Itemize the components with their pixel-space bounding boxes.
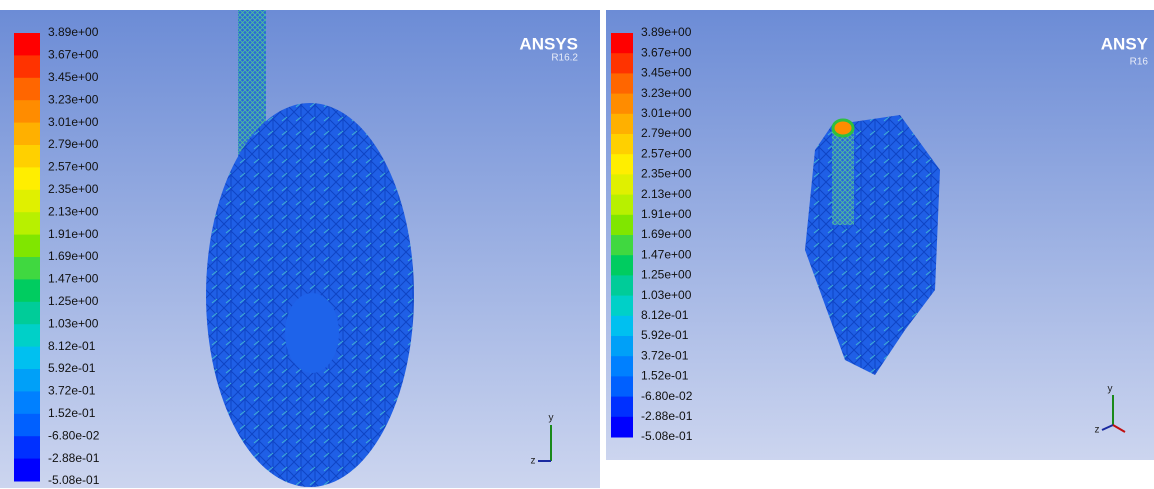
legend-label: 8.12e-01	[48, 339, 96, 353]
colorbar-band	[14, 190, 40, 213]
colorbar-band	[14, 459, 40, 482]
colorbar-band	[14, 78, 40, 101]
legend-label: 1.69e+00	[48, 249, 99, 263]
colorbar-band	[14, 212, 40, 235]
colorbar-band	[611, 296, 633, 317]
colorbar-band	[611, 275, 633, 296]
legend-label: -6.80e-02	[641, 389, 693, 403]
brand-logo: ANSY	[1101, 34, 1149, 53]
legend-label: 2.79e+00	[641, 126, 692, 140]
legend-label: 3.45e+00	[641, 66, 692, 80]
legend-label: 1.47e+00	[641, 247, 692, 261]
colorbar-band	[611, 53, 633, 74]
colorbar-band	[14, 347, 40, 370]
colorbar-band	[611, 215, 633, 236]
colorbar-band	[611, 235, 633, 256]
legend-label: 3.67e+00	[641, 45, 692, 59]
legend-label: 1.25e+00	[641, 268, 692, 282]
legend-label: 2.13e+00	[48, 204, 99, 218]
legend-label: 3.23e+00	[641, 86, 692, 100]
colorbar-band	[611, 397, 633, 418]
legend-label: 3.01e+00	[48, 115, 99, 129]
legend-label: -5.08e-01	[48, 473, 100, 487]
legend-label: 1.91e+00	[48, 227, 99, 241]
colorbar-band	[611, 114, 633, 135]
colorbar-band	[611, 316, 633, 337]
legend-label: 2.57e+00	[48, 160, 99, 174]
colorbar-band	[14, 436, 40, 459]
legend-label: 2.35e+00	[48, 182, 99, 196]
legend-label: 5.92e-01	[641, 328, 689, 342]
legend-label: 1.52e-01	[48, 406, 96, 420]
colorbar-band	[14, 391, 40, 414]
legend-label: 3.72e-01	[641, 348, 689, 362]
legend-label: 1.03e+00	[48, 316, 99, 330]
legend-label: 1.47e+00	[48, 272, 99, 286]
colorbar-band	[611, 417, 633, 438]
colorbar-band	[14, 257, 40, 280]
axis-label: z	[531, 456, 536, 467]
colorbar-band	[14, 33, 40, 56]
colorbar-band	[14, 414, 40, 437]
legend-label: 1.91e+00	[641, 207, 692, 221]
screenshot: 3.89e+00 3.67e+00 3.45e+00 3.23e+00 3.01e+00…	[0, 0, 1154, 489]
legend-label: -5.08e-01	[641, 429, 693, 443]
hub	[285, 293, 339, 373]
axis-label: y	[1108, 384, 1113, 395]
brand-logo: ANSYS	[519, 34, 578, 53]
axis-label: y	[549, 413, 554, 424]
colorbar-band	[14, 145, 40, 168]
inlet-pipe	[832, 130, 854, 225]
legend-label: 3.67e+00	[48, 48, 99, 62]
legend-label: 2.35e+00	[641, 167, 692, 181]
legend-label: 8.12e-01	[641, 308, 689, 322]
legend-label: 2.57e+00	[641, 146, 692, 160]
legend-label: 2.79e+00	[48, 137, 99, 151]
colorbar-band	[14, 55, 40, 78]
legend-label: 1.25e+00	[48, 294, 99, 308]
colorbar-band	[611, 154, 633, 175]
colorbar-band	[611, 134, 633, 155]
legend-label: 2.13e+00	[641, 187, 692, 201]
colorbar-band	[14, 167, 40, 190]
colorbar-band	[611, 255, 633, 276]
colorbar-band	[14, 235, 40, 258]
colorbar-band	[611, 356, 633, 377]
legend-label: 1.69e+00	[641, 227, 692, 241]
colorbar-band	[14, 302, 40, 325]
legend-label: 3.23e+00	[48, 92, 99, 106]
colorbar-band	[611, 336, 633, 357]
legend-label: 3.01e+00	[641, 106, 692, 120]
colorbar-band	[14, 324, 40, 347]
colorbar-band	[14, 100, 40, 123]
legend-label: 3.89e+00	[48, 25, 99, 39]
version-label: R16	[1130, 57, 1149, 68]
legend-label: -6.80e-02	[48, 428, 100, 442]
legend-label: 3.89e+00	[641, 25, 692, 39]
colorbar-band	[611, 174, 633, 195]
colorbar-band	[611, 195, 633, 216]
colorbar-band	[14, 369, 40, 392]
legend-label: -2.88e-01	[641, 409, 693, 423]
hot-spot	[833, 120, 853, 136]
legend-label: 3.72e-01	[48, 384, 96, 398]
colorbar-band	[611, 94, 633, 115]
colorbar-band	[14, 123, 40, 146]
colorbar-band	[611, 73, 633, 94]
legend-label: 3.45e+00	[48, 70, 99, 84]
colorbar-band	[611, 376, 633, 397]
legend-label: 5.92e-01	[48, 361, 96, 375]
colorbar-band	[611, 33, 633, 54]
legend-label: 1.52e-01	[641, 369, 689, 383]
version-label: R16.2	[551, 53, 578, 64]
axis-label: z	[1095, 425, 1100, 436]
legend-label: -2.88e-01	[48, 451, 100, 465]
colorbar-band	[14, 279, 40, 302]
legend-label: 1.03e+00	[641, 288, 692, 302]
